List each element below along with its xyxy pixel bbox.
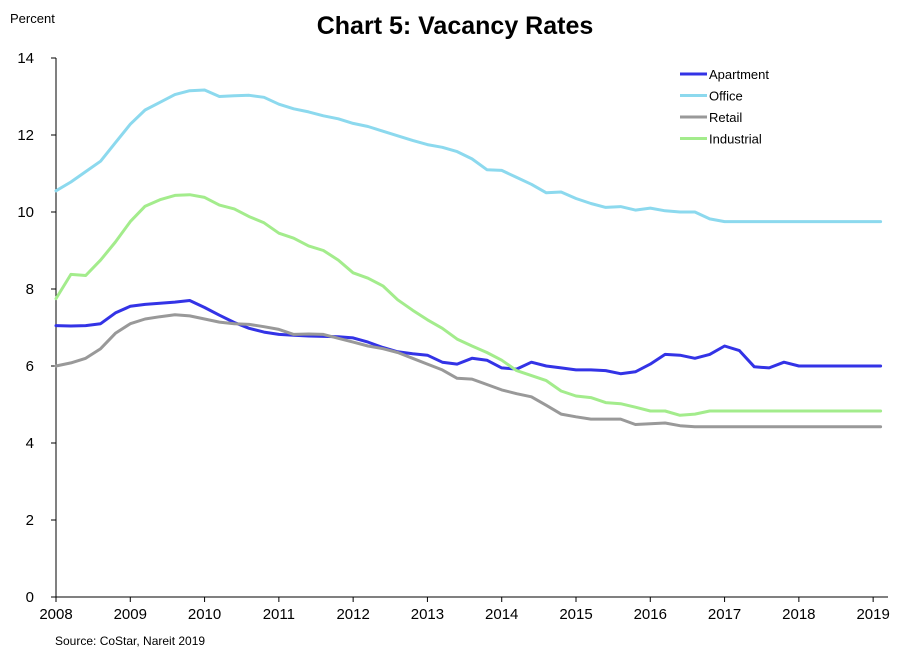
legend: Apartment Office Retail Industrial <box>680 67 769 147</box>
legend-label-industrial: Industrial <box>709 132 762 147</box>
y-tick-label: 2 <box>26 512 34 529</box>
x-tick-label: 2010 <box>188 606 221 623</box>
y-tick-label: 14 <box>17 50 34 67</box>
legend-label-retail: Retail <box>709 110 742 125</box>
legend-label-office: Office <box>709 89 743 104</box>
x-tick-label: 2012 <box>336 606 369 623</box>
legend-label-apartment: Apartment <box>709 67 769 82</box>
series-line-office <box>54 88 883 224</box>
y-tick-label: 12 <box>17 127 34 144</box>
x-tick-label: 2008 <box>39 606 72 623</box>
series-lines <box>54 88 883 429</box>
x-tick-label: 2018 <box>782 606 815 623</box>
x-tick-label: 2019 <box>856 606 889 623</box>
x-tick-label: 2013 <box>411 606 444 623</box>
y-axis-label: Percent <box>10 11 55 26</box>
y-tick-label: 0 <box>26 589 34 606</box>
y-tick-label: 10 <box>17 204 34 221</box>
x-tick-label: 2017 <box>708 606 741 623</box>
series-line-industrial <box>54 193 883 417</box>
series-line-retail <box>54 313 883 429</box>
axes: 0 2 4 6 8 10 12 14 2008 2009 2010 2011 2012 2013 2014 2… <box>17 50 890 623</box>
x-tick-label: 2009 <box>114 606 147 623</box>
x-tick-label: 2016 <box>634 606 667 623</box>
x-tick-label: 2011 <box>263 606 295 623</box>
x-tick-label: 2015 <box>559 606 592 623</box>
x-tick-label: 2014 <box>485 606 518 623</box>
y-tick-label: 6 <box>26 358 34 375</box>
series-line-apartment <box>54 299 883 376</box>
y-tick-label: 8 <box>26 281 34 298</box>
y-tick-label: 4 <box>26 435 34 452</box>
chart-title: Chart 5: Vacancy Rates <box>317 12 594 40</box>
source-note: Source: CoStar, Nareit 2019 <box>55 634 205 648</box>
